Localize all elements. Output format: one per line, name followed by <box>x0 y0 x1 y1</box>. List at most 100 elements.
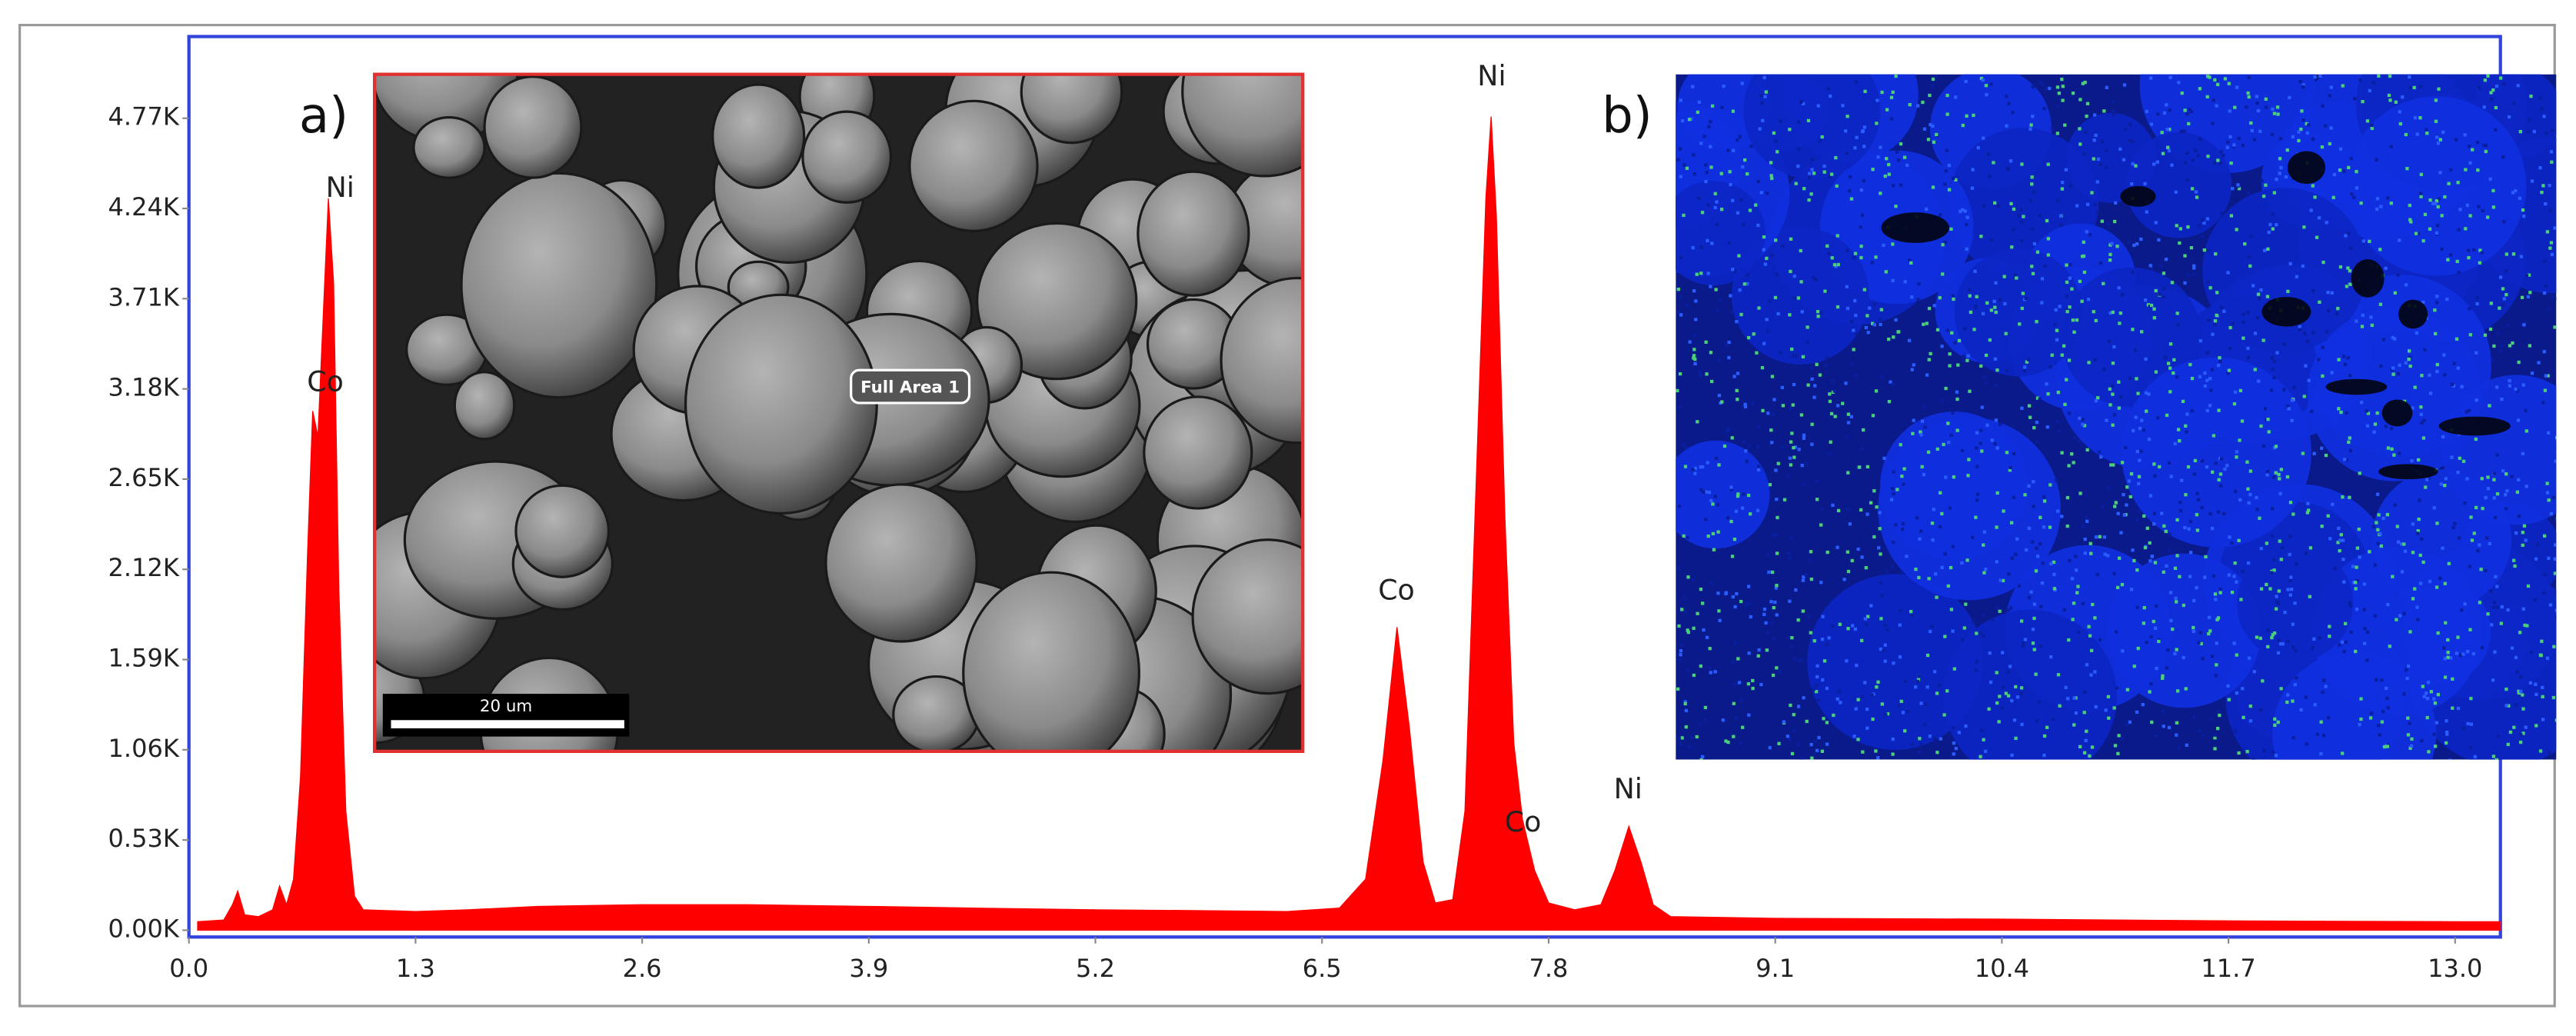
map-pixel <box>2348 436 2351 440</box>
map-pixel <box>1699 588 1703 591</box>
map-pixel <box>2543 573 2547 577</box>
map-pixel <box>1992 161 1995 165</box>
map-pixel <box>2042 525 2046 529</box>
map-pixel <box>2450 382 2455 386</box>
map-pixel <box>2484 149 2488 154</box>
map-pixel <box>2547 556 2551 560</box>
map-pixel <box>1929 123 1932 127</box>
map-pixel <box>1818 373 1822 377</box>
map-pixel <box>2555 517 2557 521</box>
map-pixel <box>2012 718 2017 722</box>
map-pixel <box>1901 527 1905 531</box>
map-pixel <box>2162 725 2165 728</box>
map-pixel <box>1882 243 1885 248</box>
peak-label: Co <box>307 365 344 398</box>
map-pixel <box>2550 128 2554 132</box>
map-pixel <box>1679 175 1682 178</box>
map-pixel <box>2102 109 2106 113</box>
map-pixel <box>2020 722 2024 727</box>
map-pixel <box>1701 601 1705 605</box>
map-pixel <box>2541 184 2545 188</box>
map-pixel <box>2185 430 2188 434</box>
map-pixel <box>1686 630 1690 635</box>
map-pixel <box>2022 368 2027 373</box>
map-pixel <box>1962 358 1965 363</box>
map-pixel <box>2311 184 2315 188</box>
map-pixel <box>2131 162 2135 166</box>
map-pixel <box>2478 261 2481 265</box>
map-pixel <box>2519 733 2523 737</box>
map-pixel <box>2052 587 2057 591</box>
map-pixel <box>2241 143 2245 148</box>
map-pixel <box>1862 145 1866 148</box>
map-pixel <box>1693 361 1697 366</box>
map-pixel <box>2343 458 2347 461</box>
map-pixel <box>1766 411 1770 415</box>
map-pixel <box>2291 622 2295 626</box>
map-pixel <box>2098 638 2102 642</box>
map-pixel <box>1756 425 1761 429</box>
map-pixel <box>2168 366 2172 370</box>
map-pixel <box>2373 563 2377 567</box>
map-pixel <box>2515 490 2520 494</box>
map-pixel <box>1985 380 1989 384</box>
map-pixel <box>2277 638 2281 642</box>
y-tick-label: 0.53K <box>108 824 180 853</box>
map-pixel <box>2105 165 2108 169</box>
map-pixel <box>1796 618 1800 622</box>
map-pixel <box>2021 291 2025 295</box>
map-pixel <box>2507 115 2511 119</box>
map-pixel <box>2442 646 2446 650</box>
map-pixel <box>2108 258 2112 262</box>
map-pixel <box>2173 566 2178 570</box>
map-pixel <box>1981 78 1985 82</box>
map-pixel <box>2128 241 2132 245</box>
map-pixel <box>2175 311 2179 315</box>
map-pixel <box>1945 93 1949 98</box>
map-pixel <box>2028 415 2032 419</box>
map-pixel <box>1832 713 1835 718</box>
map-pixel <box>2548 246 2552 250</box>
map-pixel <box>2490 97 2494 102</box>
map-pixel <box>1892 470 1895 474</box>
map-pixel <box>2348 448 2352 452</box>
map-pixel <box>2264 105 2268 109</box>
map-pixel <box>1828 399 1832 404</box>
map-pixel <box>1757 465 1761 468</box>
map-pixel <box>2246 311 2250 315</box>
map-pixel <box>1845 115 1849 118</box>
map-pixel <box>1709 498 1713 503</box>
map-pixel <box>1739 698 1744 701</box>
map-pixel <box>1786 735 1789 738</box>
map-pixel <box>2273 717 2277 721</box>
map-pixel <box>1762 235 1766 239</box>
sem-image-border <box>372 72 1305 754</box>
map-pixel <box>1677 624 1681 628</box>
map-pixel <box>2378 364 2383 368</box>
map-pixel <box>2342 649 2346 654</box>
map-pixel <box>1879 552 1882 556</box>
map-pixel <box>2528 118 2531 122</box>
map-pixel <box>1894 318 1898 322</box>
map-pixel <box>2526 130 2530 134</box>
map-pixel <box>2227 698 2231 701</box>
map-pixel <box>2494 758 2498 760</box>
map-pixel <box>1989 82 1993 86</box>
map-pixel <box>2168 128 2172 132</box>
map-pixel <box>2457 228 2461 232</box>
map-pixel <box>2489 301 2493 305</box>
map-pixel <box>2223 77 2228 81</box>
map-pixel <box>2434 119 2438 123</box>
map-pixel <box>2363 627 2367 631</box>
map-pixel <box>1706 203 1710 207</box>
map-pixel <box>2311 646 2315 650</box>
map-pixel <box>1918 737 1922 741</box>
map-pixel <box>1678 147 1682 151</box>
map-pixel <box>2486 487 2491 491</box>
map-pixel <box>1694 299 1698 303</box>
map-pixel <box>2511 252 2516 256</box>
map-pixel <box>2298 325 2301 329</box>
map-pixel <box>2448 253 2453 257</box>
map-pixel <box>2461 726 2465 731</box>
map-pixel <box>2208 75 2212 79</box>
